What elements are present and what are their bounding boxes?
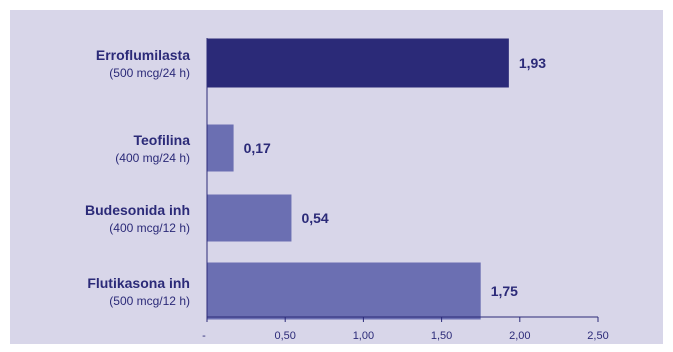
bar [207, 262, 481, 320]
x-tick-label: 1,50 [431, 330, 452, 342]
bar [207, 194, 292, 242]
x-tick-label: 0,50 [274, 330, 295, 342]
x-tick-label: 2,50 [587, 330, 608, 342]
data-label: 0,17 [244, 140, 271, 156]
category-dose-label: (500 mcg/12 h) [109, 294, 190, 308]
x-tick-label: 1,00 [353, 330, 374, 342]
category-label: Erroflumilasta [96, 47, 190, 63]
category-label: Flutikasona inh [87, 275, 190, 291]
category-dose-label: (400 mg/24 h) [115, 151, 190, 165]
category-dose-label: (400 mcg/12 h) [109, 221, 190, 235]
category-label: Teofilina [133, 132, 190, 148]
data-label: 1,75 [491, 283, 518, 299]
category-dose-label: (500 mcg/24 h) [109, 66, 190, 80]
bar [207, 124, 234, 172]
x-tick-label: 2,00 [509, 330, 530, 342]
data-label: 1,93 [519, 55, 546, 71]
category-label: Budesonida inh [85, 202, 190, 218]
x-tick-label: - [202, 330, 206, 342]
bar [207, 38, 509, 88]
data-label: 0,54 [301, 210, 328, 226]
